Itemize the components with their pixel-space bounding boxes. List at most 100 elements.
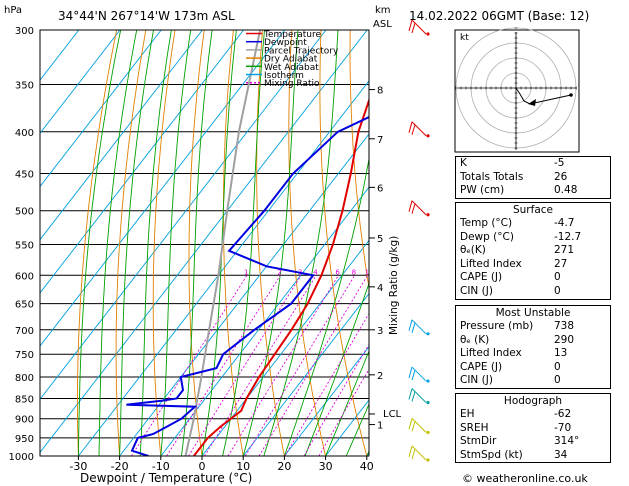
x-tick-label: -10 [152, 460, 170, 473]
pressure-tick-label: 750 [15, 350, 34, 361]
dry-adiabat [115, 30, 147, 456]
surface-row: CIN (J) 0 [460, 284, 561, 297]
x-tick-label: 20 [277, 460, 291, 473]
location-title: 34°44'N 267°14'W 173m ASL [58, 9, 235, 23]
most-unstable-table: Most Unstable Pressure (mb) 738 θₑ (K) 290… [455, 305, 611, 389]
dry-adiabat [222, 30, 244, 456]
wind-barb [408, 366, 430, 383]
isotherm [284, 346, 369, 456]
dry-adiabat [319, 30, 368, 456]
wind-barb [408, 445, 430, 462]
surface-title: Surface [512, 204, 553, 216]
pressure-tick-label: 600 [15, 271, 34, 282]
isotherm [40, 30, 121, 135]
mixing-ratio-line [227, 275, 339, 456]
km-tick-label: 1 [377, 421, 383, 432]
wet-adiabat [201, 30, 237, 456]
pressure-tick-label: 1000 [9, 452, 34, 463]
dry-adiabat [288, 30, 327, 456]
km-tick-label: 6 [377, 183, 383, 194]
hodograph-table: Hodograph EH -62 SREH -70 StmDir 314° StmSp… [455, 393, 611, 464]
mixing-ratio-line [244, 275, 356, 456]
km-tick-label: 2 [377, 371, 383, 382]
hodograph-table-title: Hodograph [503, 395, 563, 407]
wet-adiabat [98, 30, 138, 456]
indices-table-top: K -5 Totals Totals 26 PW (cm) 0.48 [455, 156, 611, 199]
mixing-ratio-label: 2 [277, 268, 281, 276]
asl-label: ASL [373, 19, 392, 30]
mixing-ratio-line [303, 343, 369, 456]
km-tick-label: 4 [377, 283, 383, 294]
wind-barb [408, 19, 430, 36]
x-axis-label: Dewpoint / Temperature (°C) [80, 471, 252, 485]
surface-row: Dewp (°C) -12.7 [460, 230, 582, 243]
mixing-ratio-line [258, 275, 369, 456]
mu-row: Pressure (mb) 738 [460, 320, 575, 332]
surface-table: Surface Temp (°C) -4.7 Dewp (°C) -12.7 θₑ(… [455, 202, 611, 300]
mu-row: Lifted Index 13 [460, 347, 568, 360]
dry-adiabat [613, 30, 629, 456]
lcl-label: LCL [383, 409, 402, 420]
temperature-line [193, 97, 369, 456]
hodo-row: StmDir 314° [460, 435, 580, 448]
wet-adiabat [180, 30, 213, 456]
x-tick-label: 10 [236, 460, 250, 473]
pressure-tick-label: 700 [15, 326, 34, 337]
legend-label: Mixing Ratio [264, 79, 320, 89]
wind-barb [408, 200, 430, 217]
pressure-tick-label: 650 [15, 300, 34, 311]
isotherm [119, 133, 369, 456]
dry-adiabat [256, 30, 285, 456]
index-row-pw: PW (cm) 0.48 [460, 184, 578, 197]
wind-barb [408, 388, 430, 405]
mixing-ratio-axis-label: Mixing Ratio (g/kg) [388, 236, 400, 335]
legend-label: Isotherm [264, 71, 304, 81]
x-tick-label: -20 [111, 460, 129, 473]
mixing-ratio-label: 10 [365, 268, 374, 276]
isotherm [40, 30, 203, 241]
pressure-tick-label: 550 [15, 240, 34, 251]
isotherm [242, 292, 369, 456]
surface-row: CAPE (J) 0 [460, 271, 561, 284]
x-tick-label: 0 [199, 460, 206, 473]
wet-adiabat [242, 30, 299, 456]
dry-adiabat [188, 30, 205, 456]
pressure-tick-label: 950 [15, 434, 34, 445]
hodo-row: EH -62 [460, 408, 572, 420]
wind-barb [408, 319, 430, 336]
km-label: km [375, 5, 391, 16]
copyright: © weatheronline.co.uk [462, 472, 588, 485]
wet-adiabat [139, 30, 172, 456]
mu-row: θₑ (K) 290 [460, 333, 575, 346]
km-tick-label: 5 [377, 234, 383, 245]
pressure-tick-label: 300 [15, 26, 34, 37]
isotherm [160, 186, 369, 456]
pressure-tick-label: 450 [15, 169, 34, 180]
mixing-ratio-line [204, 275, 317, 456]
km-tick-label: 3 [377, 326, 383, 337]
hodo-row: SREH -70 [460, 421, 572, 434]
wind-barb [408, 418, 430, 435]
index-row-k: K -5 [460, 157, 565, 169]
most-unstable-title: Most Unstable [495, 307, 571, 319]
dry-adiabat [152, 30, 176, 456]
mixing-ratio-line [188, 275, 302, 456]
pressure-tick-label: 900 [15, 415, 34, 426]
x-tick-label: 30 [319, 460, 333, 473]
mixing-ratio-label: 20 [407, 268, 416, 276]
legend-label: Dewpoint [264, 38, 307, 48]
pressure-tick-label: 800 [15, 373, 34, 384]
plot-frame [39, 29, 370, 457]
mu-row: CIN (J) 0 [460, 374, 561, 387]
mixing-ratio-line [318, 368, 369, 456]
mixing-ratio-label: 4 [313, 268, 318, 276]
mixing-ratio-line [284, 312, 369, 456]
isotherm [40, 30, 162, 188]
mixing-ratio-label: 6 [335, 268, 340, 276]
datetime-title: 14.02.2022 06GMT (Base: 12) [409, 9, 589, 23]
isotherm [40, 30, 327, 400]
mu-row: CAPE (J) 0 [460, 360, 561, 373]
index-row-totals: Totals Totals 26 [460, 170, 568, 183]
parcel-trajectory-line [184, 30, 262, 456]
